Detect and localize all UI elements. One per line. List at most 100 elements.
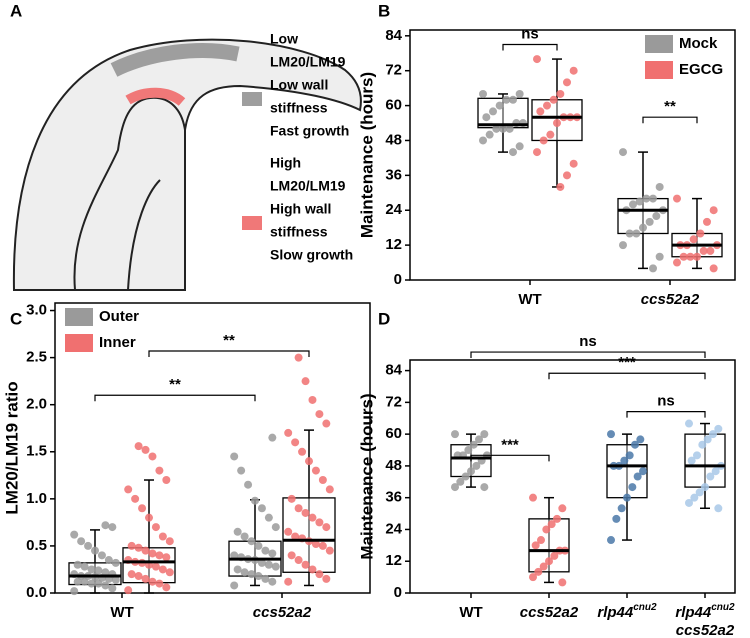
panel-label: D [378, 309, 390, 328]
data-point [141, 445, 150, 454]
data-point [533, 55, 541, 64]
data-point [101, 568, 110, 577]
data-point [686, 252, 695, 261]
data-point [70, 530, 79, 539]
data-point [301, 508, 310, 517]
data-point [124, 485, 133, 494]
significance-label: *** [501, 436, 519, 453]
data-point [104, 556, 113, 565]
data-point [499, 124, 507, 133]
data-point [698, 440, 707, 449]
data-point [612, 514, 621, 523]
data-point [569, 66, 578, 75]
data-point [703, 217, 711, 226]
data-point [151, 523, 160, 532]
data-point [635, 197, 644, 206]
data-point [230, 551, 239, 560]
data-point [563, 78, 571, 87]
data-point [539, 136, 548, 145]
y-tick-label: 48 [385, 457, 402, 474]
legend-text: High [270, 155, 301, 171]
x-tick-label: WT [459, 604, 482, 621]
data-point [254, 541, 263, 550]
data-point [558, 504, 567, 513]
data-point [502, 95, 511, 104]
data-point [529, 573, 537, 582]
y-tick-label: 0 [394, 584, 402, 601]
data-point [607, 536, 615, 545]
data-point [165, 537, 174, 546]
data-point [714, 424, 723, 433]
data-point [101, 581, 110, 590]
data-point [505, 124, 514, 133]
data-point [607, 430, 615, 439]
data-point [70, 587, 79, 596]
data-point [628, 483, 637, 492]
legend-text: Low wall [270, 77, 328, 93]
data-point [693, 451, 701, 460]
data-point [284, 577, 293, 586]
data-point [230, 452, 239, 461]
data-point [553, 119, 561, 128]
legend-swatch [242, 216, 262, 230]
data-point [469, 440, 478, 449]
data-point [158, 565, 167, 574]
data-point [623, 493, 631, 502]
legend-label: Outer [99, 308, 139, 325]
legend-text: stiffness [270, 224, 328, 240]
data-point [162, 583, 171, 592]
shoot-outline [12, 38, 362, 291]
y-tick-label: 84 [385, 362, 402, 379]
data-point [284, 527, 293, 536]
legend-swatch [242, 92, 262, 106]
data-point [134, 442, 143, 451]
data-point [127, 570, 136, 579]
legend-text: Low [270, 31, 298, 47]
data-point [244, 480, 253, 489]
data-point [673, 194, 681, 203]
data-point [711, 467, 720, 476]
data-point [268, 577, 277, 586]
data-point [322, 523, 331, 532]
data-point [655, 252, 664, 261]
data-point [271, 523, 280, 532]
x-tick-label: WT [110, 604, 133, 621]
data-point [492, 124, 501, 133]
data-point [162, 476, 171, 485]
data-point [264, 513, 273, 522]
data-point [318, 541, 327, 550]
data-point [108, 584, 117, 593]
data-point [101, 521, 110, 530]
data-point [553, 514, 561, 523]
data-point [509, 148, 517, 157]
significance-bracket [94, 394, 256, 402]
data-point [151, 562, 160, 571]
data-point [155, 551, 164, 560]
y-tick-label: 1.5 [26, 443, 47, 460]
data-point [703, 435, 712, 444]
significance-label: *** [618, 354, 636, 371]
data-point [467, 467, 475, 476]
y-axis-title: Maintenance (hours) [357, 72, 376, 238]
data-point [73, 560, 82, 569]
y-axis-title: Maintenance (hours) [357, 393, 376, 559]
data-point [645, 217, 654, 226]
data-point [240, 568, 249, 577]
y-tick-label: 60 [385, 97, 402, 114]
data-point [695, 488, 704, 497]
data-point [709, 206, 718, 215]
data-point [617, 504, 626, 513]
significance-bracket [148, 350, 310, 358]
data-point [162, 553, 171, 562]
data-point [649, 194, 657, 203]
data-point [515, 142, 524, 151]
data-point [619, 241, 627, 250]
data-point [315, 570, 324, 579]
data-point [230, 581, 239, 590]
significance-bracket [548, 372, 706, 380]
data-point [619, 148, 627, 157]
data-point [543, 101, 551, 110]
data-point [237, 466, 246, 475]
data-point [138, 504, 147, 513]
